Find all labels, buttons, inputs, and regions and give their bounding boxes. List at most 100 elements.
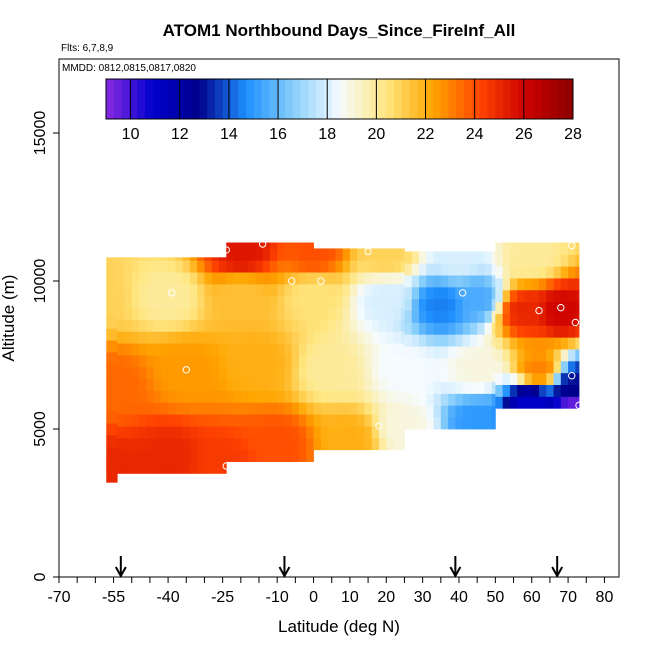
heatmap-cell — [342, 402, 351, 415]
colorbar-segment — [106, 79, 115, 119]
heatmap-cell — [411, 405, 420, 418]
heatmap-cell — [517, 396, 525, 409]
heatmap-cell — [560, 360, 569, 374]
profile-arrow-head — [551, 566, 564, 579]
heatmap-cell — [484, 251, 493, 264]
heatmap-cell — [269, 260, 278, 273]
heatmap-cell — [240, 242, 249, 249]
heatmap-cell — [284, 355, 293, 368]
heatmap-cell — [117, 272, 125, 285]
heatmap-cell — [553, 349, 562, 362]
heatmap-cell — [255, 390, 264, 403]
heatmap-cell — [575, 360, 580, 374]
heatmap-cell — [502, 360, 511, 374]
heatmap-cell — [117, 414, 125, 427]
colorbar-segment — [362, 79, 372, 119]
heatmap-cell — [448, 275, 456, 288]
heatmap-cell — [400, 343, 405, 356]
heatmap-cell — [419, 405, 427, 418]
heatmap-cell — [491, 369, 496, 383]
heatmap-cell — [335, 307, 344, 320]
colorbar-segment — [308, 79, 317, 119]
heatmap-cell — [189, 461, 198, 474]
heatmap-cell — [320, 319, 329, 332]
heatmap-cell — [404, 369, 413, 383]
heatmap-cell — [226, 283, 234, 297]
heatmap-cell — [495, 313, 504, 326]
heatmap-cell — [269, 248, 278, 261]
heatmap-cell — [379, 355, 387, 368]
heatmap-cell — [553, 372, 562, 385]
heatmap-cell — [124, 461, 133, 474]
heatmap-cell — [411, 346, 420, 359]
heatmap-cell — [160, 449, 169, 462]
heatmap-cell — [411, 322, 420, 335]
heatmap-cell — [502, 372, 511, 385]
colorbar-segment — [246, 79, 255, 119]
heatmap-cell — [386, 248, 394, 261]
heatmap-cell — [426, 346, 434, 359]
sample-point — [288, 277, 296, 285]
heatmap-cell — [426, 417, 434, 430]
heatmap-cell — [197, 390, 205, 403]
heatmap-cell — [160, 307, 169, 320]
colorbar-segment — [230, 79, 239, 119]
x-tick-label: 10 — [341, 589, 359, 606]
heatmap-cell — [509, 242, 518, 255]
heatmap-cell — [113, 434, 118, 448]
heatmap-cell — [211, 414, 220, 427]
heatmap-cell — [455, 393, 464, 406]
heatmap-cell — [568, 325, 576, 338]
heatmap-cell — [462, 417, 471, 430]
x-tick-label: -25 — [211, 589, 234, 606]
heatmap-cell — [495, 337, 504, 350]
heatmap-cell — [306, 307, 314, 320]
colorbar-segment — [199, 79, 208, 119]
heatmap-cell — [204, 378, 213, 391]
heatmap-cell — [371, 437, 380, 451]
colorbar-segment — [448, 79, 457, 119]
heatmap-cell — [226, 414, 234, 427]
heatmap-cell — [342, 295, 351, 309]
heatmap-cell — [168, 260, 176, 273]
heatmap-cell — [426, 286, 434, 300]
heatmap-cell — [113, 269, 118, 282]
heatmap-cell — [255, 449, 264, 462]
colorbar-segment — [339, 79, 348, 119]
heatmap-cell — [342, 390, 351, 403]
heatmap-cell — [455, 263, 464, 276]
colorbar-segment — [487, 79, 496, 119]
heatmap-cell — [400, 295, 405, 309]
heatmap-cell — [255, 248, 264, 261]
heatmap-cell — [117, 437, 125, 451]
heatmap-cell — [124, 307, 133, 320]
heatmap-cell — [117, 283, 125, 297]
heatmap-cell — [204, 319, 213, 332]
heatmap-cell — [524, 349, 533, 362]
heatmap-cell — [269, 426, 278, 439]
heatmap-cell — [426, 334, 434, 347]
heatmap-cell — [269, 449, 278, 462]
heatmap-cell — [419, 310, 427, 323]
heatmap-cell — [502, 313, 511, 326]
heatmap-cell — [168, 437, 176, 451]
heatmap-cell — [113, 470, 118, 483]
heatmap-cell — [284, 366, 293, 380]
heatmap-cell — [371, 426, 380, 439]
heatmap-cell — [509, 337, 518, 350]
heatmap-cell — [219, 331, 227, 344]
heatmap-cell — [175, 257, 184, 261]
heatmap-cell — [160, 343, 169, 356]
heatmap-cell — [357, 260, 365, 273]
heatmap-cell — [386, 355, 394, 368]
heatmap-cell — [400, 260, 405, 273]
heatmap-cell — [131, 390, 140, 403]
heatmap-cell — [226, 366, 234, 380]
heatmap-cell — [524, 266, 533, 279]
heatmap-cell — [491, 298, 496, 311]
heatmap-cell — [299, 272, 307, 285]
heatmap-cell — [553, 360, 562, 374]
heatmap-cell — [113, 458, 118, 471]
heatmap-cell — [306, 319, 314, 332]
heatmap-cell — [342, 426, 351, 439]
